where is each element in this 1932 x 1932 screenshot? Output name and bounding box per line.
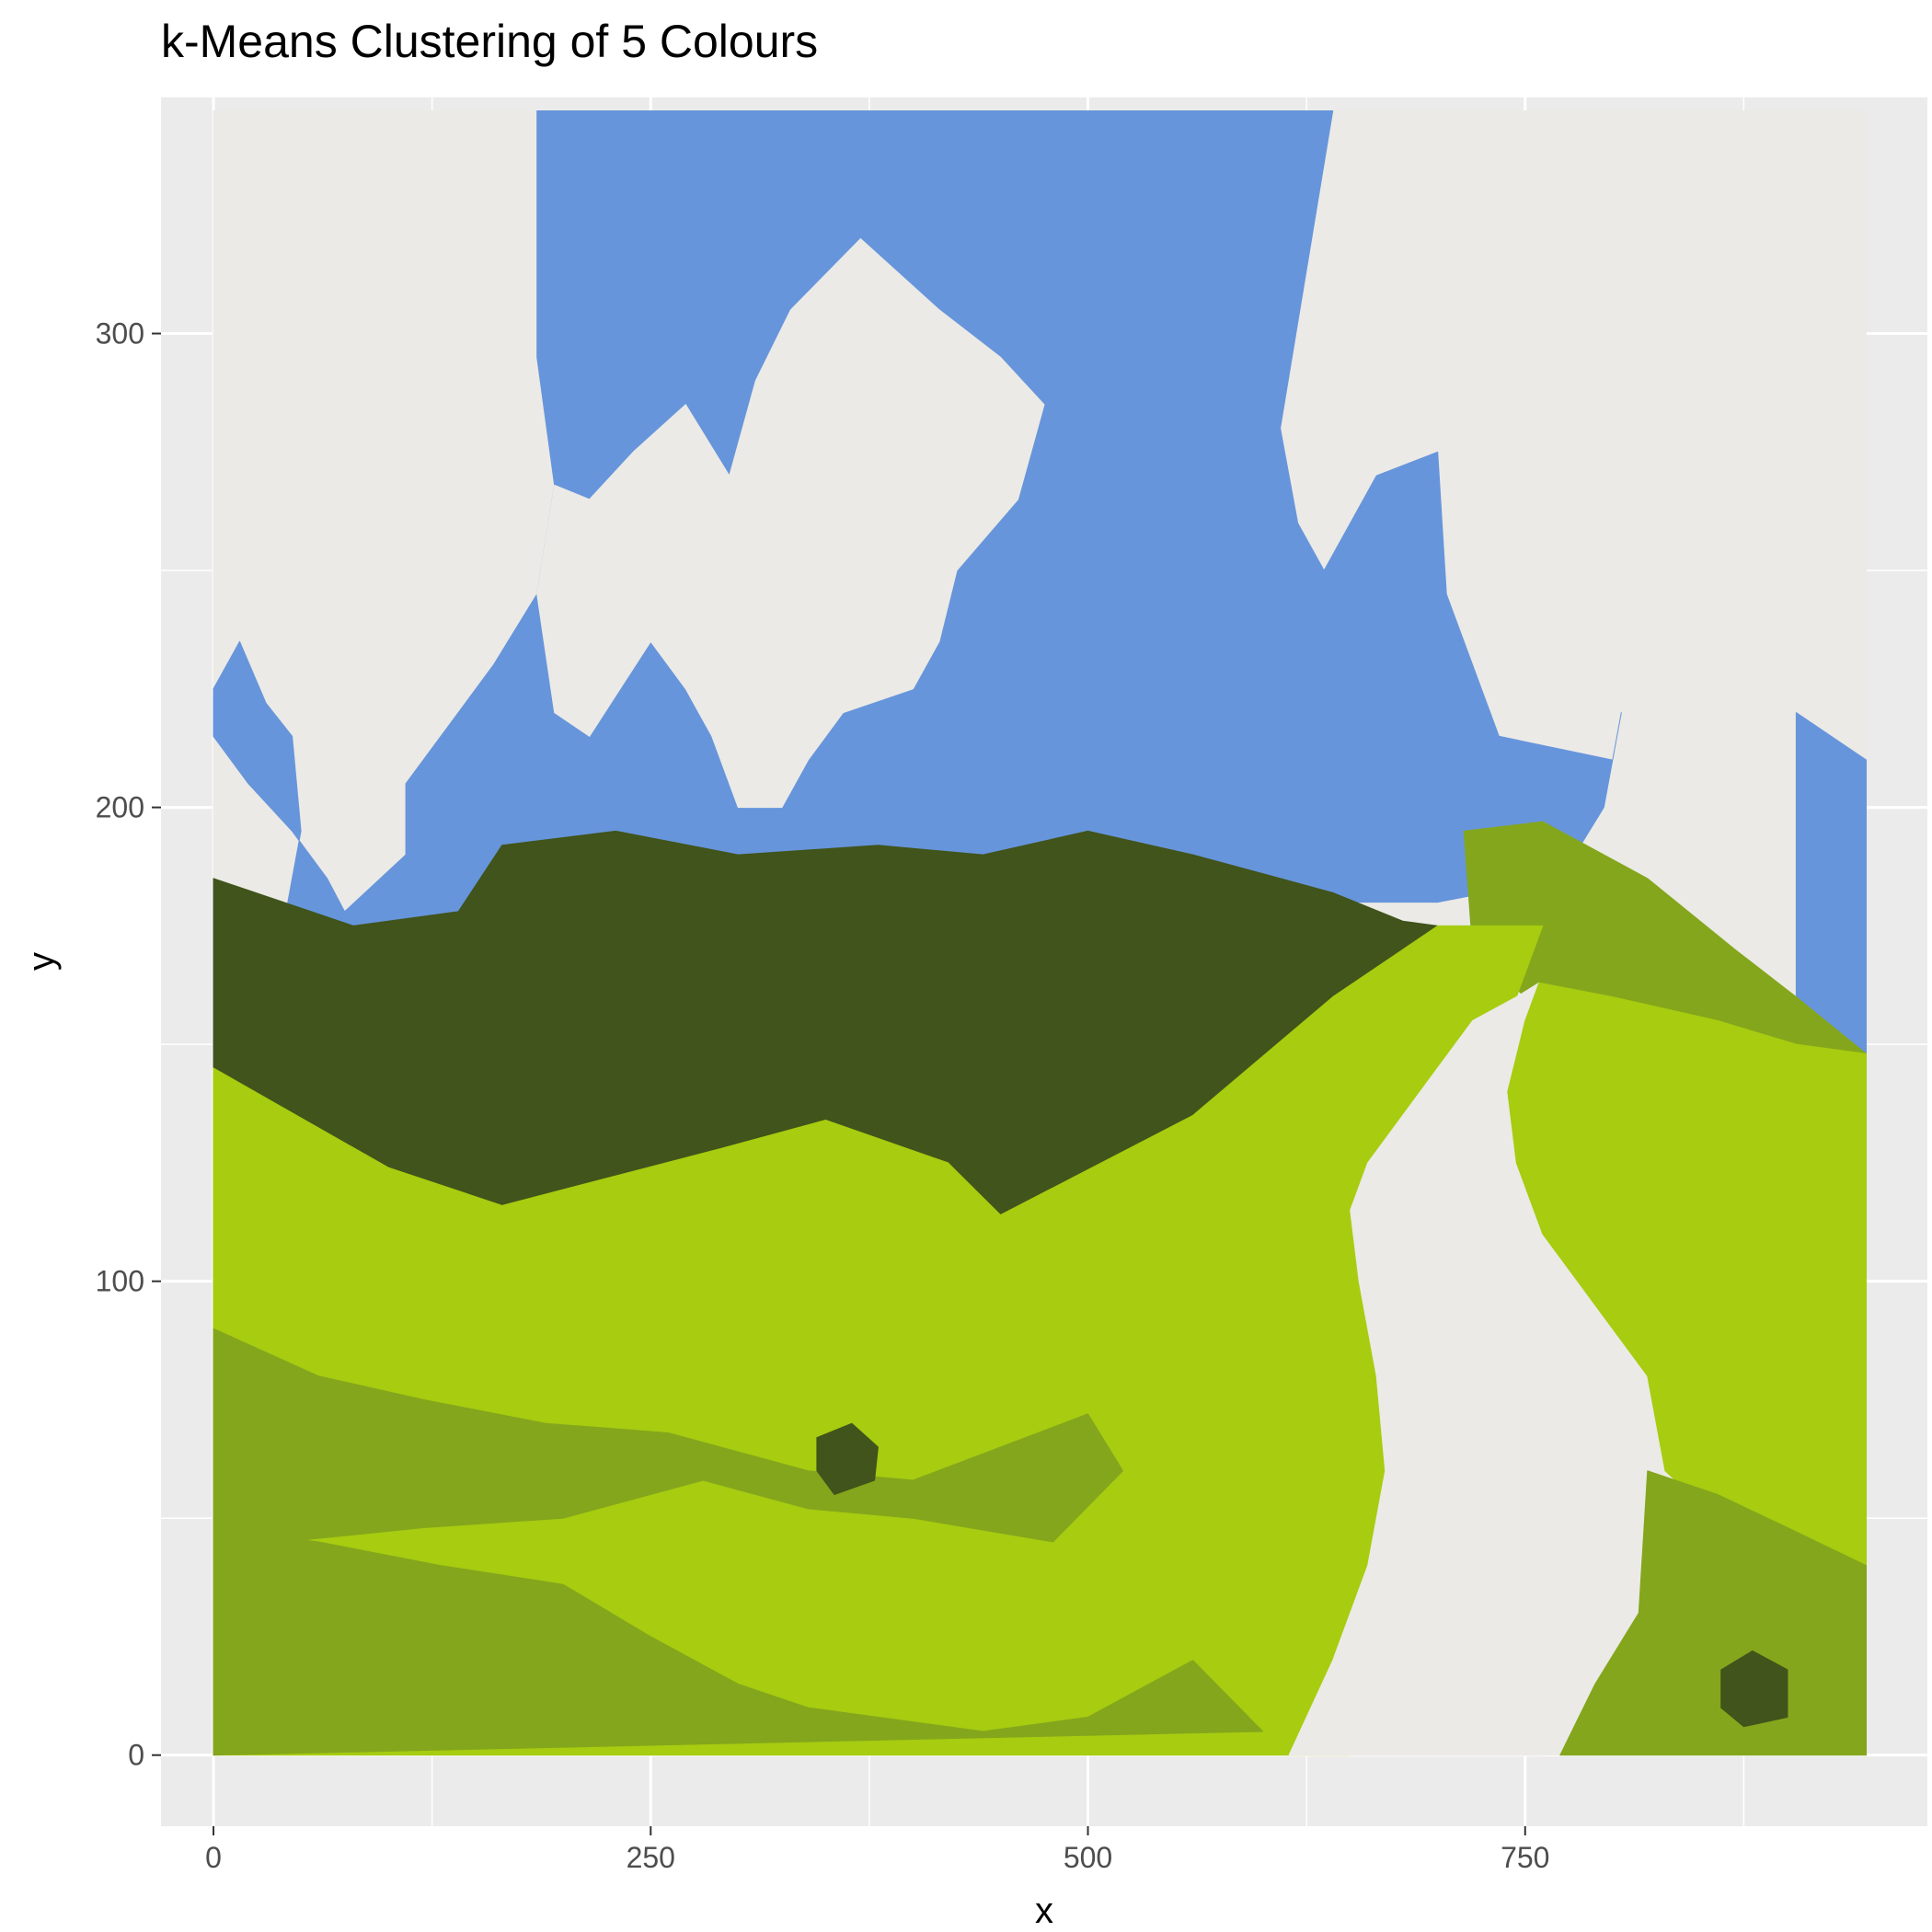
x-axis-title: x [1035, 1891, 1053, 1931]
cluster-region-3 [213, 1527, 1264, 1756]
cluster-region-1 [1795, 712, 1867, 1054]
cluster-region-3 [213, 1328, 1123, 1543]
cluster-region-4 [816, 1422, 879, 1495]
y-tick-label: 100 [96, 1265, 144, 1298]
y-tick-label: 0 [128, 1739, 144, 1772]
x-axis: 0 250 500 750 [205, 1826, 1549, 1874]
cluster-region-3 [1559, 1470, 1867, 1756]
x-tick-label: 0 [205, 1841, 222, 1874]
x-tick-label: 750 [1501, 1841, 1549, 1874]
cluster-region-4 [1720, 1650, 1788, 1728]
x-tick-label: 500 [1064, 1841, 1112, 1874]
y-tick-label: 200 [96, 791, 144, 824]
x-tick-label: 250 [627, 1841, 675, 1874]
chart-title: k-Means Clustering of 5 Colours [161, 16, 818, 67]
y-axis: 0 100 200 300 [96, 317, 161, 1772]
y-axis-title: y [21, 952, 62, 971]
cluster-raster [213, 110, 1867, 1756]
y-tick-label: 300 [96, 317, 144, 351]
cluster-region-0 [536, 238, 1045, 809]
cluster-region-0 [1288, 982, 1649, 1756]
